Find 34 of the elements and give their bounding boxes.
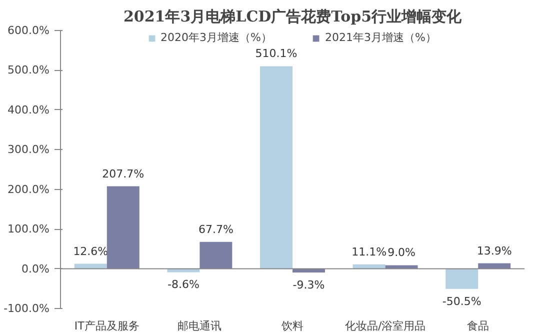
data-label: 9.0% xyxy=(388,246,416,260)
data-label: -9.3% xyxy=(292,278,325,292)
y-tick-label: 400.0% xyxy=(8,103,50,116)
bar xyxy=(352,264,386,269)
x-tick-label: 食品 xyxy=(467,320,490,332)
bar xyxy=(106,186,140,269)
y-tick-label: 200.0% xyxy=(8,182,50,196)
data-label: 11.1% xyxy=(352,245,387,258)
data-label: 67.7% xyxy=(198,222,234,236)
y-tick-label: -100.0% xyxy=(4,302,50,315)
bar xyxy=(385,265,418,269)
bar xyxy=(446,268,478,289)
bar xyxy=(200,242,232,269)
y-tick-label: 300.0% xyxy=(8,143,50,156)
data-label: -50.5% xyxy=(442,294,482,308)
legend-label: 2020年3月增速（%） xyxy=(160,30,272,45)
chart-title: 2021年3月电梯LCD广告花费Top5行业增幅变化 xyxy=(123,8,463,26)
y-tick-label: 0.0% xyxy=(22,262,50,276)
bar xyxy=(478,263,511,269)
data-label: 13.9% xyxy=(476,244,512,258)
legend-label: 2021年3月增速（%） xyxy=(325,30,436,45)
x-tick-label: 化妆品/浴室用品 xyxy=(344,320,426,332)
data-label: 207.7% xyxy=(102,167,144,180)
y-tick-label: 600.0% xyxy=(8,24,50,37)
y-tick-label: 100.0% xyxy=(8,222,50,236)
data-label: 12.6% xyxy=(73,244,108,258)
bar xyxy=(260,66,292,269)
data-label: -8.6% xyxy=(168,278,200,292)
data-label: 510.1% xyxy=(255,47,298,60)
x-tick-label: IT产品及服务 xyxy=(74,320,140,332)
bar xyxy=(74,264,107,269)
x-tick-label: 饮料 xyxy=(280,320,304,332)
y-tick-label: 500.0% xyxy=(8,64,50,77)
x-tick-label: 邮电通讯 xyxy=(178,320,222,332)
